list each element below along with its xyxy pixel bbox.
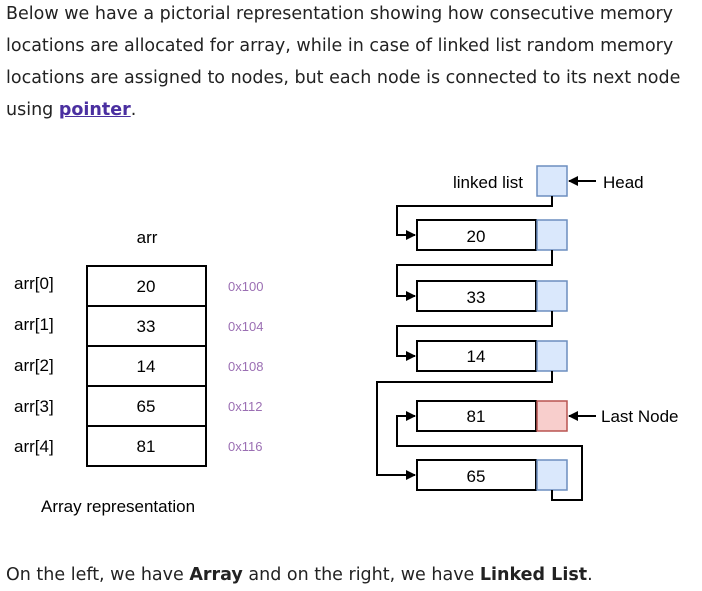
linked-list-title: linked list	[453, 173, 523, 192]
connector-node-2-to-node-4	[376, 371, 553, 480]
pointer-link[interactable]: pointer	[58, 100, 131, 120]
linked-list-keyword: Linked List	[479, 565, 588, 585]
array-cell-box	[86, 305, 207, 347]
array-index-label: arr[4]	[14, 437, 54, 456]
array-vs-linked-list-diagram: arr arr[0] 20 0x100 arr[1] 33 0x104 arr[…	[14, 165, 679, 516]
node-pointer-cell	[536, 340, 568, 372]
node-data-box	[416, 280, 537, 312]
array-cell-3: arr[3] 65 0x112	[14, 385, 262, 427]
connector-node-1-to-node-2	[396, 311, 553, 361]
array-cell-box	[86, 345, 207, 387]
array-cell-address: 0x116	[228, 439, 262, 454]
node-pointer-cell	[536, 219, 568, 251]
outro-text-3: .	[587, 565, 593, 585]
array-index-label: arr[3]	[14, 397, 54, 416]
intro-text: Below we have a pictorial representation…	[6, 4, 681, 120]
node-value: 14	[467, 347, 486, 366]
head-label: Head	[603, 173, 644, 192]
array-cell-value: 33	[137, 317, 156, 336]
linked-list-node-2: 14	[416, 340, 568, 372]
array-caption: Array representation	[41, 497, 195, 516]
last-node-label: Last Node	[601, 407, 679, 426]
node-value: 20	[467, 227, 486, 246]
outro-paragraph: On the left, we have Array and on the ri…	[6, 559, 696, 591]
node-pointer-cell	[536, 280, 568, 312]
node-data-box	[416, 340, 537, 372]
array-cell-address: 0x100	[228, 279, 263, 294]
outro-text-1: On the left, we have	[6, 565, 190, 585]
array-cell-value: 14	[137, 357, 156, 376]
array-cell-1: arr[1] 33 0x104	[14, 305, 263, 347]
array-cell-4: arr[4] 81 0x116	[14, 425, 262, 467]
linked-list-node-3: 81	[416, 400, 568, 432]
array-cell-0: arr[0] 20 0x100	[14, 265, 263, 307]
node-data-box	[416, 400, 537, 432]
array-cell-address: 0x112	[228, 399, 262, 414]
array-cell-value: 81	[137, 437, 156, 456]
array-cell-box	[86, 425, 207, 467]
connector-node-0-to-node-1	[396, 250, 553, 301]
connector-head-to-node-0	[396, 196, 553, 240]
array-index-label: arr[2]	[14, 356, 54, 375]
intro-period: .	[130, 100, 137, 120]
last-node-pointer-cell	[536, 400, 568, 432]
node-data-box	[416, 459, 537, 491]
array-cell-address: 0x104	[228, 319, 263, 334]
array-name-label: arr	[137, 228, 158, 247]
array-cell-value: 65	[137, 397, 156, 416]
array-index-label: arr[0]	[14, 274, 54, 293]
node-value: 81	[467, 407, 486, 426]
outro-text-2: and on the right, we have	[242, 565, 480, 585]
linked-list-node-4: 65	[416, 459, 568, 491]
linked-list-node-1: 33	[416, 280, 568, 312]
node-value: 33	[467, 288, 486, 307]
connector-node-4-to-node-3	[396, 411, 583, 501]
node-pointer-cell	[536, 459, 568, 491]
head-pointer-cell	[536, 165, 568, 197]
array-index-label: arr[1]	[14, 315, 54, 334]
node-value: 65	[467, 467, 486, 486]
array-cell-address: 0x108	[228, 359, 263, 374]
intro-paragraph: Below we have a pictorial representation…	[6, 0, 696, 126]
array-cell-box	[86, 385, 207, 427]
array-cell-2: arr[2] 14 0x108	[14, 345, 263, 387]
array-cell-value: 20	[137, 277, 156, 296]
array-keyword: Array	[189, 565, 243, 585]
node-data-box	[416, 219, 537, 251]
array-cell-box	[86, 265, 207, 307]
linked-list-node-0: 20	[416, 219, 568, 251]
